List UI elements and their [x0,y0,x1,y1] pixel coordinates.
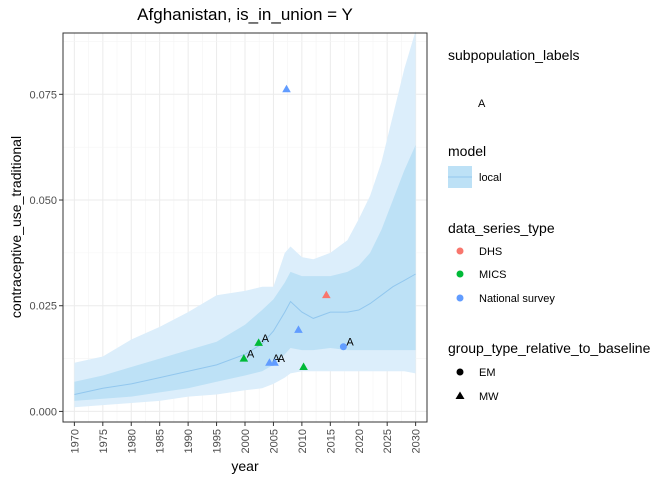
data-point-label: A [278,353,286,365]
x-tick-label: 2030 [411,429,423,453]
legend-subpopulation-item: A [478,98,486,110]
x-tick-label: 2005 [268,429,280,453]
legend-dhs-key [456,247,464,255]
median-line-group [74,273,416,395]
legend-dhs-label: DHS [479,246,502,258]
data-point-mw [294,325,303,333]
x-tick-label: 1995 [212,429,224,453]
x-tick-label: 2025 [382,429,394,453]
data-point-label: A [262,333,270,345]
data-point-mw [270,358,279,366]
inner-interval-band [74,145,416,401]
y-tick-label: 0.025 [29,301,57,313]
legend-model-title: model [448,143,486,159]
x-tick-label: 2020 [354,429,366,453]
data-point-mw [254,338,263,346]
data-point-em [339,343,347,351]
median-line [74,273,416,395]
data-point-label: A [346,337,354,349]
data-point-mw [299,362,308,371]
data-point-label: A [272,353,280,365]
legend-em-key [456,368,464,376]
legend: subpopulation_labels A model local data_… [448,47,651,403]
legend-mw-label: MW [479,391,499,403]
data-point-label: A [247,349,255,361]
x-tick-label: 2000 [240,429,252,453]
legend-national-survey-key [456,294,464,302]
x-tick-label: 1975 [98,429,110,453]
model-bands [74,30,416,408]
x-tick-label: 1980 [126,429,138,453]
legend-model-item: local [479,172,502,184]
legend-subpopulation-title: subpopulation_labels [448,47,580,63]
data-point-mw [282,84,291,93]
x-tick-label: 1970 [69,429,81,453]
y-tick-label: 0.000 [29,406,57,418]
y-axis: 0.000 0.025 0.050 0.075 [29,89,63,418]
y-tick-label: 0.050 [29,195,57,207]
data-point-mw [322,290,331,299]
chart-title: Afghanistan, is_in_union = Y [137,5,353,24]
legend-mics-key [456,270,464,278]
x-tick-label: 1985 [155,429,167,453]
x-axis: 1970 1975 1980 1985 1990 1995 2000 2005 2010 2015… [69,422,423,453]
x-tick-label: 2015 [325,429,337,453]
y-axis-title: contraceptive_use_traditional [8,136,24,318]
y-tick-label: 0.075 [29,89,57,101]
legend-group-title: group_type_relative_to_baseline [448,340,651,356]
legend-national-survey-label: National survey [479,293,555,305]
legend-mw-key [455,391,465,399]
legend-em-label: EM [479,367,496,379]
data-point-mw [239,354,249,362]
legend-mics-label: MICS [479,269,507,281]
x-tick-label: 1990 [183,429,195,453]
x-tick-label: 2010 [297,429,309,453]
legend-series-title: data_series_type [448,220,555,236]
x-axis-title: year [231,458,259,474]
